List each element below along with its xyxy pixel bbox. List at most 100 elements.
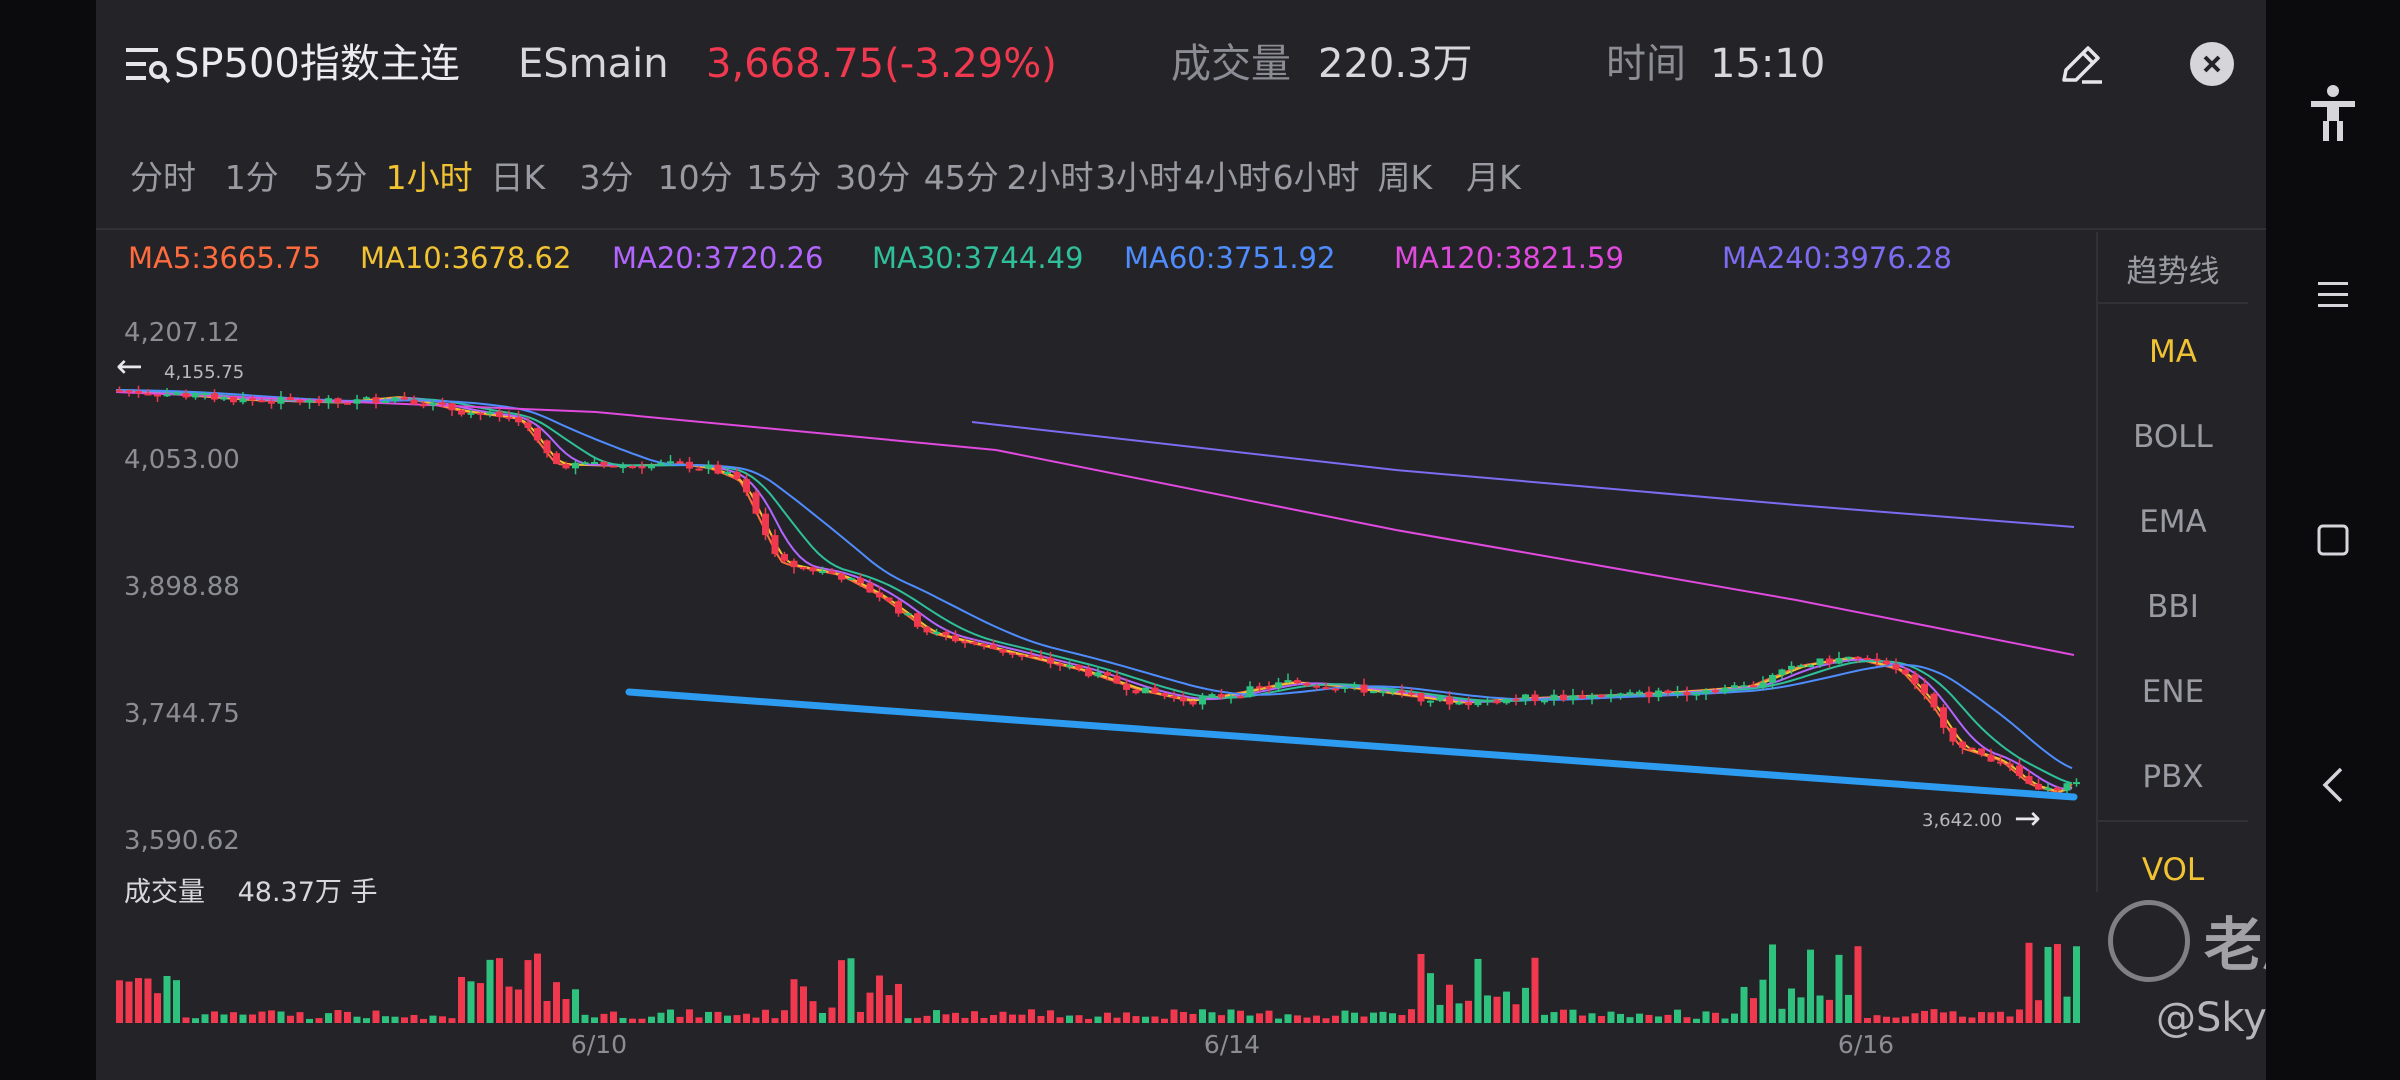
volume-bar: [1721, 1018, 1729, 1023]
tab-period[interactable]: 6小时: [1272, 158, 1360, 197]
indicator-ema[interactable]: EMA: [2139, 504, 2207, 540]
candle: [211, 393, 218, 400]
candle: [429, 402, 437, 406]
tab-period[interactable]: 日K: [490, 158, 546, 197]
indicator-pbx[interactable]: PBX: [2142, 759, 2204, 795]
indicator-bbi[interactable]: BBI: [2147, 589, 2199, 625]
trend-line[interactable]: [625, 688, 2078, 801]
candle: [363, 397, 370, 400]
candle: [1256, 686, 1263, 689]
y-axis-label: 4,053.00: [124, 445, 240, 475]
tab-period[interactable]: 5分: [313, 158, 368, 197]
indicator-ma[interactable]: MA: [2149, 334, 2197, 370]
system-nav-bar: [2266, 0, 2400, 1080]
indicator-divider: [2098, 302, 2248, 304]
high-price-marker: 4,155.75: [164, 362, 245, 383]
accessibility-icon: [2311, 85, 2355, 141]
volume-bar: [2025, 942, 2033, 1023]
candle: [1588, 695, 1596, 699]
volume-bar: [1275, 1018, 1282, 1023]
x-axis-date: 6/14: [1203, 1030, 1261, 1059]
volume-bar: [268, 1010, 275, 1023]
tab-period[interactable]: 3分: [579, 158, 634, 197]
volume-bar: [809, 1001, 817, 1023]
volume-bar: [1379, 1011, 1387, 1023]
indicator-boll[interactable]: BOLL: [2133, 419, 2213, 455]
menu-search-icon[interactable]: [126, 44, 170, 84]
volume-bar: [306, 1018, 313, 1023]
tab-period[interactable]: 周K: [1377, 158, 1433, 197]
recents-button[interactable]: [2266, 250, 2400, 340]
candle: [1237, 696, 1244, 699]
candle: [961, 641, 969, 644]
tab-period[interactable]: 4小时: [1183, 158, 1271, 197]
tab-period[interactable]: 月K: [1466, 158, 1521, 197]
tab-period[interactable]: 15分: [746, 158, 822, 197]
price-chart[interactable]: [96, 0, 2266, 1080]
candle: [1094, 672, 1102, 677]
candle: [1417, 693, 1425, 702]
candle: [1930, 693, 1938, 708]
indicator-ene[interactable]: ENE: [2141, 674, 2205, 710]
candle: [1408, 692, 1415, 695]
period-tabs: 分时 1分 5分 1小时 日K 3分 10分 15分 30分 45分 2小时 3小时 4小时 6小时 周K 月…: [96, 150, 2266, 206]
accessibility-button[interactable]: [2266, 68, 2400, 158]
symbol-name[interactable]: SP500指数主连: [174, 41, 460, 87]
candle: [1617, 693, 1624, 696]
volume-bar: [686, 1009, 693, 1023]
candle: [1807, 665, 1814, 668]
candle: [1968, 747, 1976, 750]
candle: [1455, 702, 1463, 705]
volume-bar: [885, 995, 893, 1023]
time-label: 时间: [1606, 41, 1686, 87]
tab-period[interactable]: 2小时: [1006, 158, 1094, 197]
volume-bar: [1864, 1017, 1871, 1023]
ma-legend-item: MA30:3744.49: [872, 241, 1084, 275]
kline-screen: SP500指数主连 ESmain 3,668.75(-3.29%) 成交量 22…: [96, 0, 2400, 1080]
ma-legend-item: MA240:3976.28: [1722, 241, 1952, 275]
candle: [695, 468, 703, 471]
candle: [1522, 694, 1529, 700]
candle: [1550, 694, 1558, 701]
candle: [344, 402, 351, 405]
candle: [515, 417, 522, 423]
back-button[interactable]: [2266, 740, 2400, 830]
volume-bar: [895, 983, 902, 1023]
tab-period[interactable]: 45分: [923, 158, 999, 197]
candle: [1446, 696, 1453, 705]
candle: [1978, 748, 1985, 755]
candle: [1075, 664, 1083, 669]
candle: [1465, 702, 1472, 706]
candle: [1351, 684, 1358, 687]
volume-bar: [1227, 1009, 1235, 1023]
candle: [353, 399, 361, 404]
volume-bar: [1180, 1011, 1187, 1023]
candle: [135, 390, 142, 394]
edit-pencil-icon[interactable]: [2056, 40, 2106, 90]
volume-bar: [135, 978, 142, 1023]
home-button[interactable]: [2266, 495, 2400, 585]
tab-period[interactable]: 3小时: [1095, 158, 1183, 197]
volume-bar: [619, 1017, 627, 1023]
volume-bar: [1968, 1017, 1976, 1023]
candle: [1379, 690, 1387, 693]
volume-bar: [1512, 1004, 1520, 1023]
volume-bar: [1702, 1011, 1710, 1023]
candle: [1047, 657, 1054, 664]
trend-line-button[interactable]: 趋势线: [2126, 254, 2220, 290]
tab-period[interactable]: 1分: [224, 158, 279, 197]
tab-period[interactable]: 10分: [657, 158, 733, 197]
close-button[interactable]: [2190, 42, 2234, 86]
volume-bar: [182, 1017, 190, 1023]
close-icon: [2203, 55, 2221, 73]
volume-bar: [2054, 944, 2061, 1023]
volume-bar: [1360, 1016, 1368, 1023]
ma-line: [115, 389, 2073, 794]
tab-period[interactable]: 30分: [835, 158, 911, 197]
tab-period[interactable]: 1小时: [385, 158, 473, 197]
tab-period[interactable]: 分时: [130, 158, 196, 197]
candle: [1911, 674, 1919, 684]
candle: [1712, 690, 1719, 693]
volume-bar: [382, 1016, 389, 1023]
indicator-vol[interactable]: VOL: [2141, 852, 2205, 888]
